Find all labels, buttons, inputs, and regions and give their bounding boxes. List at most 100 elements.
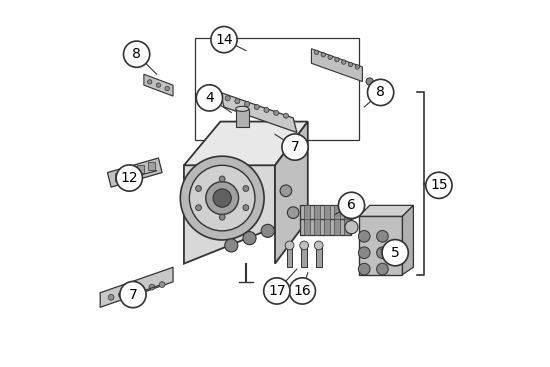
Circle shape: [261, 224, 274, 237]
Circle shape: [165, 86, 169, 91]
Circle shape: [367, 79, 394, 106]
Polygon shape: [275, 121, 308, 264]
Circle shape: [359, 230, 370, 242]
Text: 16: 16: [294, 284, 311, 298]
Polygon shape: [311, 49, 362, 81]
Bar: [314, 205, 320, 221]
Bar: [359, 216, 403, 275]
Bar: [147, 161, 155, 170]
Circle shape: [196, 205, 201, 211]
Circle shape: [345, 206, 358, 219]
Circle shape: [156, 83, 161, 87]
Circle shape: [108, 294, 114, 300]
Text: 14: 14: [215, 33, 233, 47]
Polygon shape: [184, 121, 308, 165]
Bar: [324, 219, 329, 235]
Circle shape: [345, 221, 358, 234]
Bar: [300, 205, 351, 221]
Polygon shape: [184, 129, 275, 264]
Text: 6: 6: [347, 198, 356, 212]
Circle shape: [328, 55, 332, 59]
Bar: [304, 205, 310, 221]
Circle shape: [124, 41, 150, 67]
Circle shape: [206, 182, 239, 214]
Text: 15: 15: [430, 178, 448, 192]
Circle shape: [219, 176, 225, 182]
Bar: [300, 219, 351, 235]
Circle shape: [348, 62, 353, 67]
Circle shape: [139, 287, 145, 292]
Circle shape: [264, 108, 269, 112]
Circle shape: [280, 185, 292, 197]
Circle shape: [426, 172, 452, 199]
Polygon shape: [107, 158, 162, 187]
Circle shape: [335, 58, 339, 62]
Circle shape: [243, 205, 249, 211]
Bar: [324, 205, 329, 221]
Circle shape: [149, 284, 155, 290]
Circle shape: [283, 113, 289, 118]
Circle shape: [159, 281, 165, 287]
Circle shape: [315, 241, 323, 250]
Circle shape: [285, 241, 294, 250]
Circle shape: [382, 240, 408, 266]
Text: 17: 17: [268, 284, 285, 298]
Circle shape: [235, 99, 240, 104]
Text: 8: 8: [132, 47, 141, 61]
Bar: [334, 219, 340, 235]
Polygon shape: [144, 74, 173, 96]
Polygon shape: [100, 267, 173, 307]
Circle shape: [147, 80, 152, 84]
Bar: [136, 165, 144, 173]
Polygon shape: [221, 92, 297, 132]
Circle shape: [338, 192, 365, 218]
Circle shape: [274, 110, 279, 115]
Circle shape: [355, 65, 360, 69]
Bar: [344, 219, 350, 235]
Bar: [344, 205, 350, 221]
Circle shape: [289, 278, 316, 304]
Bar: [316, 246, 322, 267]
Circle shape: [213, 189, 232, 207]
Bar: [304, 219, 310, 235]
Bar: [314, 219, 320, 235]
Circle shape: [245, 102, 250, 107]
Polygon shape: [403, 206, 414, 275]
Circle shape: [377, 230, 388, 242]
Text: 5: 5: [391, 246, 399, 260]
Circle shape: [243, 232, 256, 245]
Circle shape: [282, 134, 308, 160]
Circle shape: [225, 239, 238, 252]
Circle shape: [211, 26, 237, 53]
Circle shape: [342, 60, 346, 64]
Circle shape: [219, 214, 225, 220]
Circle shape: [118, 292, 124, 298]
Circle shape: [225, 96, 230, 101]
Circle shape: [254, 105, 260, 110]
Circle shape: [315, 50, 318, 55]
Circle shape: [288, 207, 299, 218]
Circle shape: [300, 241, 309, 250]
Text: 12: 12: [120, 171, 138, 185]
Circle shape: [359, 247, 370, 258]
Circle shape: [180, 156, 264, 240]
Circle shape: [366, 78, 373, 85]
Bar: [287, 246, 293, 267]
Circle shape: [196, 85, 223, 111]
Bar: [301, 246, 307, 267]
Bar: [235, 109, 249, 127]
Text: 7: 7: [290, 140, 299, 154]
Circle shape: [116, 165, 142, 191]
Circle shape: [377, 247, 388, 258]
Bar: [334, 205, 340, 221]
Text: 8: 8: [376, 86, 385, 99]
Circle shape: [377, 263, 388, 275]
Circle shape: [263, 278, 290, 304]
Text: 4: 4: [205, 91, 214, 105]
Bar: [115, 172, 122, 181]
Circle shape: [243, 186, 249, 192]
Circle shape: [120, 281, 146, 308]
Text: 7: 7: [129, 288, 138, 302]
Circle shape: [189, 165, 255, 231]
Circle shape: [321, 52, 326, 57]
